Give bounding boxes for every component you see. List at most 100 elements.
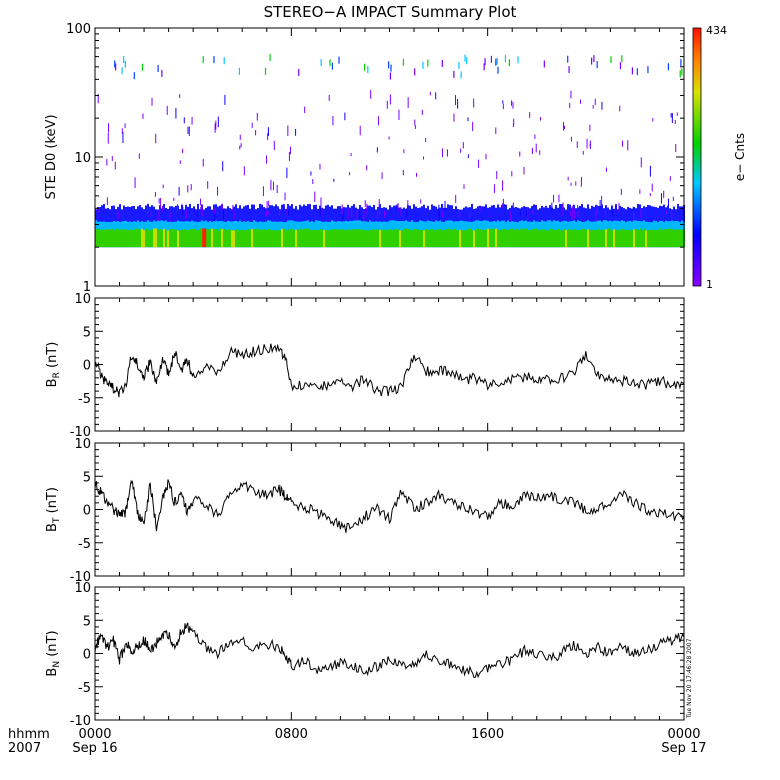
spec-cell [343,230,345,248]
spec-cell [217,230,219,248]
spec-cell [115,228,117,248]
spec-cell [665,229,667,248]
spec-cell [601,229,603,248]
spec-cell [465,230,467,248]
spec-cell [307,228,309,248]
spec-cell [405,228,407,248]
spec-cell [613,229,615,248]
spec-cell [105,228,107,248]
bn-frame [94,586,685,721]
spec-cell [619,230,621,248]
spec-cell [655,230,657,248]
spec-cell [459,229,461,248]
spec-cell [681,229,683,248]
spec-cell [551,229,553,248]
colorbar-label: e− Cnts [733,133,747,181]
spec-cell [299,228,301,248]
spec-cell [609,228,611,248]
spec-cell [489,228,491,248]
spec-cell [185,229,187,248]
spec-cell [633,229,635,248]
spec-cell [451,229,453,248]
spec-cell [471,230,473,248]
spec-cell [441,230,443,248]
spec-cell [407,229,409,248]
spec-cell [239,230,241,248]
spec-cell [243,230,245,248]
spec-cell [143,230,145,248]
spec-cell [179,230,181,248]
spec-cell [539,229,541,248]
spec-cell [429,229,431,248]
spec-cell [515,228,517,248]
spec-cell [433,230,435,248]
spec-cell [331,228,333,248]
spec-cell [659,228,661,248]
spec-cell [395,228,397,248]
spec-cell [161,229,163,248]
spec-cell [439,229,441,248]
spec-cell [293,229,295,248]
spec-cell [363,229,365,248]
spectrogram-marks [95,53,685,248]
spec-cell [367,230,369,248]
spec-cell [231,230,233,248]
spec-cell [409,229,411,248]
spec-cell [255,228,257,248]
spec-cell [95,229,97,248]
spec-cell [335,228,337,248]
spec-cell [575,229,577,248]
spec-cell [359,229,361,248]
spec-cell [495,228,497,248]
spec-cell [559,230,561,248]
spec-cell [149,229,151,248]
spec-cell [117,229,119,248]
spec-cell [595,230,597,248]
y-tick-label: -10 [70,570,91,585]
spec-cell [311,230,313,248]
y-tick-label: 0 [83,504,91,519]
y-tick-label: -5 [78,537,91,552]
spec-cell [585,229,587,248]
spec-cell [259,230,261,248]
spec-cell [101,229,103,248]
spec-cell [235,229,237,248]
spec-cell [145,228,147,248]
spec-cell [649,230,651,248]
spec-cell [643,228,645,248]
spec-cell [543,229,545,248]
spec-cell [141,228,143,248]
spec-cell [411,230,413,248]
bt-y-label: BT (nT) [45,487,62,532]
spec-cell [523,228,525,248]
spec-cell [401,230,403,248]
spec-cell [563,229,565,248]
spec-cell [521,228,523,248]
spec-cell [109,229,111,248]
spec-cell [639,228,641,248]
spec-cell [647,229,649,248]
spec-cell [339,229,341,248]
spec-cell [397,229,399,248]
spec-y-tick-label: 1 [83,280,91,295]
spec-cell [249,229,251,248]
spec-cell [181,229,183,248]
spec-cell [449,229,451,248]
spec-cell [493,228,495,248]
spec-cell [549,228,551,248]
spec-cell [645,230,647,248]
spec-cell [177,230,179,248]
spec-cell [357,229,359,248]
spec-cell [125,229,127,248]
spec-cell [271,230,273,248]
spec-cell [499,230,501,248]
spec-cell [353,229,355,248]
spec-cell [361,229,363,248]
spec-cell [569,229,571,248]
spec-cell [279,230,281,248]
spec-cell [511,228,513,248]
spec-cell [157,229,159,248]
spec-cell [403,228,405,248]
spec-cell [597,228,599,248]
spec-cell [207,229,209,248]
